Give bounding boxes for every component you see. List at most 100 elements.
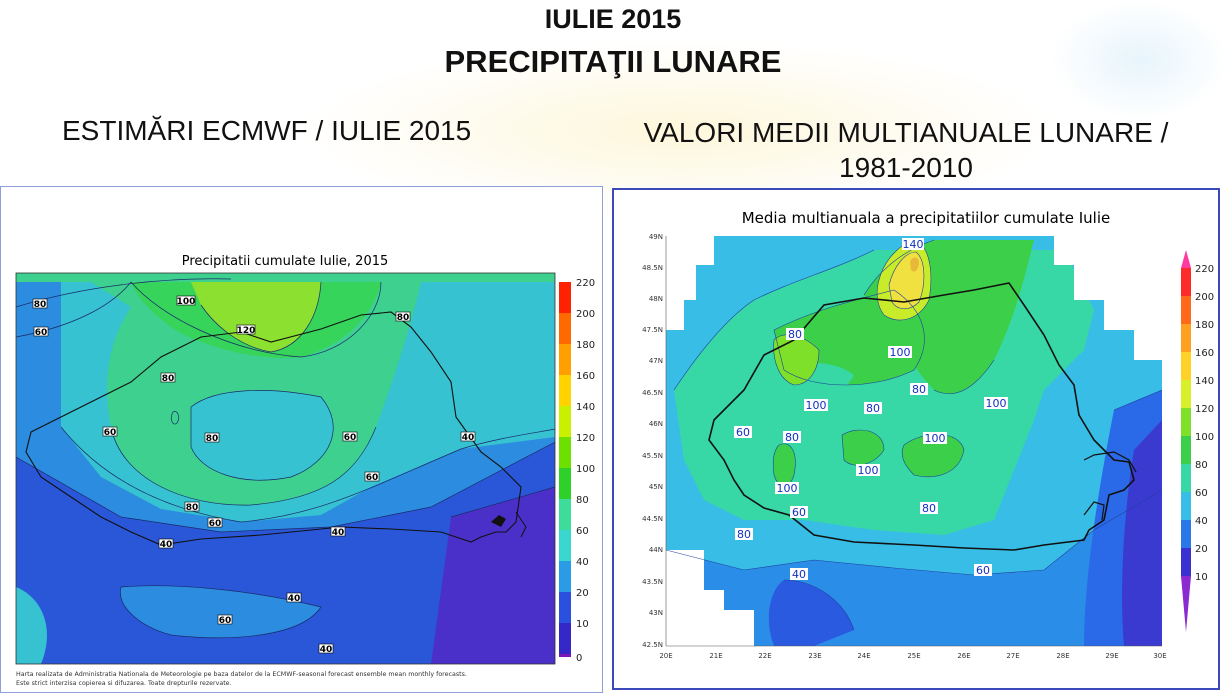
svg-text:42.5N: 42.5N [642, 641, 663, 649]
multiannual-mean-map: Media multianuala a precipitatiilor cumu… [642, 209, 1214, 660]
right-colorbar-top-cap [1181, 250, 1191, 268]
svg-text:80: 80 [912, 383, 926, 396]
right-contour-label: 80 [864, 402, 882, 415]
left-colorbar-swatch [559, 406, 571, 437]
left-contour-label: 80 [32, 298, 48, 310]
svg-text:28E: 28E [1056, 652, 1069, 660]
right-contour-label: 60 [790, 506, 808, 519]
svg-text:47N: 47N [649, 357, 663, 365]
left-colorbar-swatch [559, 623, 571, 654]
right-colorbar: 220 200 180 160 140 120 100 80 60 40 20 … [1181, 250, 1214, 632]
svg-text:80: 80 [866, 402, 880, 415]
svg-text:80: 80 [206, 434, 219, 444]
svg-text:40: 40 [320, 645, 333, 655]
left-colorbar-swatch [559, 282, 571, 313]
left-colorbar-swatch [559, 654, 571, 657]
left-colorbar-tick: 160 [576, 371, 595, 382]
svg-text:48N: 48N [649, 295, 663, 303]
svg-text:120: 120 [237, 326, 256, 336]
svg-text:100: 100 [177, 297, 196, 307]
left-contour-label: 40 [460, 431, 476, 443]
left-map-footnote-2: Este strict interzisa copierea si difuza… [16, 680, 232, 687]
left-contour-label: 60 [342, 431, 358, 443]
right-map-lat-labels: 49N 48.5N 48N 47.5N 47N 46.5N 46N 45.5N … [642, 233, 663, 649]
svg-text:43N: 43N [649, 609, 663, 617]
svg-text:60: 60 [104, 428, 117, 438]
left-colorbar-tick: 180 [576, 340, 595, 351]
right-colorbar-bottom-cap [1181, 576, 1191, 632]
left-contour-label: 40 [330, 526, 346, 538]
ecmwf-forecast-map: Precipitatii cumulate Iulie, 2015 [15, 254, 595, 687]
svg-text:60: 60 [976, 564, 990, 577]
svg-text:80: 80 [34, 300, 47, 310]
svg-text:48.5N: 48.5N [642, 264, 663, 272]
left-contour-label: 60 [207, 517, 223, 529]
right-colorbar-swatch [1181, 324, 1191, 352]
left-map-fill [16, 273, 555, 664]
left-map-title: Precipitatii cumulate Iulie, 2015 [182, 254, 389, 269]
left-colorbar-swatch [559, 592, 571, 623]
multiannual-mean-panel: Media multianuala a precipitatiilor cumu… [612, 188, 1220, 690]
right-contour-label: 100 [775, 482, 799, 495]
left-colorbar-tick: 200 [576, 309, 595, 320]
right-colorbar-swatch [1181, 352, 1191, 380]
right-contour-label: 40 [790, 568, 808, 581]
right-colorbar-swatch [1181, 380, 1191, 408]
left-colorbar-swatch [559, 499, 571, 530]
left-contour-label: 60 [364, 471, 380, 483]
svg-text:80: 80 [785, 431, 799, 444]
left-colorbar-tick: 10 [576, 619, 589, 630]
left-colorbar-swatch [559, 468, 571, 499]
svg-text:44.5N: 44.5N [642, 515, 663, 523]
right-colorbar-tick: 120 [1195, 404, 1214, 415]
right-contour-label: 100 [856, 464, 880, 477]
left-colorbar-tick: 140 [576, 402, 595, 413]
right-map-title: Media multianuala a precipitatiilor cumu… [742, 209, 1111, 227]
svg-text:60: 60 [344, 433, 357, 443]
svg-text:40: 40 [462, 433, 475, 443]
right-colorbar-tick: 20 [1195, 544, 1208, 555]
right-colorbar-swatch [1181, 548, 1191, 576]
left-contour-label: 100 [177, 295, 196, 307]
right-colorbar-tick: 10 [1195, 572, 1208, 583]
svg-text:40: 40 [288, 594, 301, 604]
left-colorbar-tick: 80 [576, 495, 589, 506]
svg-text:100: 100 [890, 346, 911, 359]
svg-text:100: 100 [925, 432, 946, 445]
background-glow-corner [1050, 0, 1226, 120]
left-contour-label: 40 [286, 592, 302, 604]
right-contour-label: 80 [735, 528, 753, 541]
left-colorbar-tick: 60 [576, 526, 589, 537]
left-colorbar-swatch [559, 313, 571, 344]
svg-text:22E: 22E [758, 652, 771, 660]
slide-title-main: PRECIPITAŢII LUNARE [444, 44, 782, 79]
slide-title-year: IULIE 2015 [544, 4, 682, 34]
svg-text:23E: 23E [808, 652, 821, 660]
svg-text:49N: 49N [649, 233, 663, 241]
svg-text:27E: 27E [1006, 652, 1019, 660]
svg-text:80: 80 [162, 374, 175, 384]
svg-text:80: 80 [922, 502, 936, 515]
left-contour-label: 80 [395, 311, 411, 323]
right-colorbar-swatch [1181, 408, 1191, 436]
svg-text:80: 80 [186, 503, 199, 513]
right-contour-label: 100 [923, 432, 947, 445]
left-colorbar-swatch [559, 530, 571, 561]
left-colorbar-swatch [559, 437, 571, 468]
right-contour-label: 140 [902, 238, 924, 251]
right-map-fill [666, 236, 1162, 646]
left-contour-label: 60 [217, 614, 233, 626]
right-colorbar-tick: 100 [1195, 432, 1214, 443]
right-colorbar-tick: 160 [1195, 348, 1214, 359]
right-contour-label: 100 [804, 399, 828, 412]
right-colorbar-swatch [1181, 464, 1191, 492]
subtitle-left: ESTIMĂRI ECMWF / IULIE 2015 [62, 115, 472, 146]
svg-text:40: 40 [332, 528, 345, 538]
left-colorbar: 220 200 180 160 140 120 100 80 60 40 20 … [559, 278, 595, 664]
left-colorbar-tick: 220 [576, 278, 595, 289]
left-contour-label: 80 [204, 432, 220, 444]
svg-text:100: 100 [806, 399, 827, 412]
svg-text:60: 60 [366, 473, 379, 483]
left-map-contours [16, 278, 555, 639]
left-colorbar-swatch [559, 561, 571, 592]
